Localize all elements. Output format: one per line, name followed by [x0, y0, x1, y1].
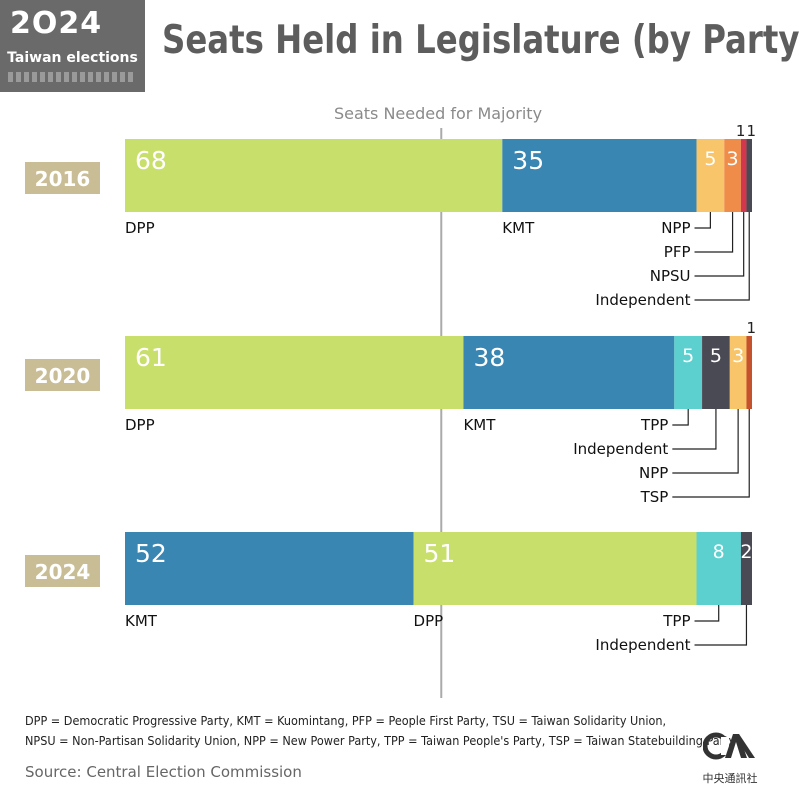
- party-label-2016-KMT: KMT: [502, 219, 535, 237]
- party-label-2020-KMT: KMT: [463, 416, 496, 434]
- bar-2024-DPP: [413, 532, 697, 605]
- badge-subtitle: Taiwan elections: [7, 50, 138, 66]
- party-label-2020-NPP: NPP: [639, 464, 668, 482]
- value-label-2016-NPP: 5: [704, 148, 716, 170]
- badge-year: 2O24: [10, 6, 103, 41]
- value-label-2024-TPP: 8: [713, 541, 725, 563]
- footnote-line-2: NPSU = Non-Partisan Solidarity Union, NP…: [25, 733, 736, 748]
- party-label-2016-PFP: PFP: [664, 243, 691, 261]
- bar-2016-PFP: [724, 139, 741, 212]
- value-label-2016-DPP: 68: [135, 146, 167, 175]
- logo-subtitle: 中央通訊社: [702, 772, 758, 785]
- bar-2020-TPP: [674, 336, 703, 409]
- value-label-2016-KMT: 35: [512, 146, 544, 175]
- footnote-line-1: DPP = Democratic Progressive Party, KMT …: [25, 713, 667, 728]
- year-badge-2016: [25, 162, 100, 194]
- leader-line-2020-Independent: [672, 409, 717, 450]
- leader-line-2016-NPSU: [694, 212, 745, 277]
- party-label-2024-Independent: Independent: [595, 636, 690, 654]
- party-label-2020-Independent: Independent: [573, 440, 668, 458]
- majority-label: Seats Needed for Majority: [333, 104, 543, 123]
- bar-2020-Independent: [702, 336, 730, 409]
- bar-2024-KMT: [125, 532, 414, 605]
- bar-2020-NPP: [729, 336, 747, 409]
- bar-2016-NPSU: [740, 139, 747, 212]
- bar-2020-DPP: [125, 336, 464, 409]
- party-label-2016-Independent: Independent: [595, 291, 690, 309]
- party-label-2020-DPP: DPP: [125, 416, 155, 434]
- bar-2016-Independent: [746, 139, 752, 212]
- party-label-2024-KMT: KMT: [125, 612, 158, 630]
- year-label-2016: 2016: [35, 167, 91, 191]
- bar-2020-TSP: [746, 336, 752, 409]
- bar-2024-TPP: [696, 532, 741, 605]
- value-label-2020-TPP: 5: [682, 345, 694, 367]
- year-badge-2020: [25, 359, 100, 391]
- party-label-2024-DPP: DPP: [414, 612, 444, 630]
- year-badge-2024: [25, 555, 100, 587]
- bar-2016-KMT: [502, 139, 697, 212]
- source-note: Source: Central Election Commission: [25, 763, 302, 781]
- leader-line-2016-NPP: [694, 212, 711, 229]
- value-label-2020-KMT: 38: [473, 343, 505, 372]
- year-label-2020: 2020: [35, 364, 91, 388]
- leader-line-2024-Independent: [694, 605, 748, 646]
- value-label-2020-TSP: 1: [746, 319, 756, 337]
- building-silhouette-icon: [8, 72, 136, 82]
- leader-line-2020-NPP: [672, 409, 739, 474]
- party-label-2020-TPP: TPP: [640, 416, 668, 434]
- value-label-2024-Independent: 2: [740, 541, 752, 563]
- party-label-2024-TPP: TPP: [662, 612, 690, 630]
- party-label-2016-NPP: NPP: [661, 219, 690, 237]
- page-title: Seats Held in Legislature (by Party): [162, 18, 800, 63]
- value-label-2020-NPP: 3: [732, 345, 744, 367]
- value-label-2020-Independent: 5: [710, 345, 722, 367]
- leader-line-2016-PFP: [694, 212, 734, 253]
- party-label-2016-NPSU: NPSU: [650, 267, 691, 285]
- footnote: DPP = Democratic Progressive Party, KMT …: [25, 711, 735, 751]
- cna-logo-icon: [703, 732, 755, 760]
- election-badge: 2O24 Taiwan elections: [0, 0, 145, 92]
- bar-2020-KMT: [463, 336, 675, 409]
- bar-2024-Independent: [740, 532, 752, 605]
- value-label-2024-DPP: 51: [424, 539, 456, 568]
- value-label-2016-Independent: 1: [746, 122, 756, 140]
- bar-2016-DPP: [125, 139, 503, 212]
- value-label-2024-KMT: 52: [135, 539, 167, 568]
- party-label-2016-DPP: DPP: [125, 219, 155, 237]
- leader-line-2020-TPP: [672, 409, 689, 426]
- leader-line-2020-TSP: [672, 409, 750, 498]
- leader-line-2024-TPP: [694, 605, 720, 622]
- leader-line-2016-Independent: [694, 212, 750, 301]
- value-label-2020-DPP: 61: [135, 343, 167, 372]
- year-label-2024: 2024: [35, 560, 91, 584]
- value-label-2016-PFP: 3: [727, 148, 739, 170]
- bar-2016-NPP: [696, 139, 725, 212]
- value-label-2016-NPSU: 1: [736, 122, 746, 140]
- party-label-2020-TSP: TSP: [640, 488, 669, 506]
